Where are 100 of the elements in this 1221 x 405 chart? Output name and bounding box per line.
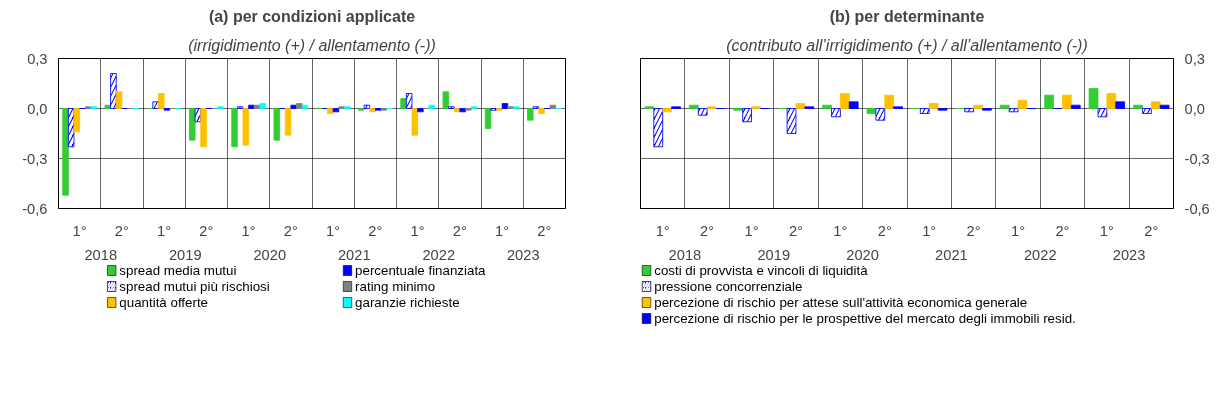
- legend-label: percentuale finanziata: [355, 263, 487, 278]
- bar: [62, 108, 69, 196]
- text: 2021: [337, 246, 371, 263]
- bar: [839, 93, 850, 109]
- x-tick-label: 1°: [72, 222, 87, 239]
- bar: [158, 93, 165, 109]
- x-tick-label: 2°: [877, 222, 892, 239]
- bar: [999, 104, 1010, 109]
- bar: [259, 103, 266, 109]
- text: 2022: [422, 246, 456, 263]
- bar: [231, 108, 238, 148]
- x-tick-label: 2°: [199, 222, 214, 239]
- bar: [200, 108, 207, 148]
- legend-label: rating minimo: [355, 279, 436, 294]
- legend-label: spread media mutui: [119, 263, 237, 278]
- chart-subtitle: (irrigidimento (+) / allentamento (-)): [188, 36, 436, 54]
- bar: [189, 108, 196, 141]
- y-tick-label: 0,0: [1184, 100, 1205, 117]
- legend-label: garanzie richieste: [355, 295, 460, 310]
- bar: [400, 98, 407, 109]
- text: 2020: [846, 246, 879, 263]
- x-tick-label: 1°: [326, 222, 341, 239]
- x-tick-label: 1°: [655, 222, 670, 239]
- bar: [1017, 99, 1028, 109]
- bar: [527, 108, 534, 121]
- bar: [484, 108, 492, 129]
- x-tick-label: 1°: [1099, 222, 1114, 239]
- bar: [884, 94, 895, 109]
- text: 2018: [84, 246, 118, 263]
- bar: [284, 108, 292, 136]
- x-tick-label: 2°: [452, 222, 467, 239]
- bar: [1159, 104, 1170, 109]
- text: 2022: [1023, 246, 1057, 263]
- legend-label: percezione di rischio per attese sull'attività economica generale: [654, 295, 1028, 310]
- bar: [822, 104, 832, 109]
- bar: [538, 108, 545, 114]
- bar: [369, 108, 376, 113]
- text: 2018: [668, 246, 702, 263]
- bar: [1062, 94, 1072, 109]
- x-tick-label: 2°: [368, 222, 383, 239]
- bar: [848, 101, 859, 109]
- x-tick-label: 2°: [788, 222, 803, 239]
- bar: [795, 103, 806, 109]
- y-tick-label: -0,6: [22, 200, 48, 217]
- bar: [73, 108, 81, 133]
- bar: [327, 108, 334, 114]
- bar: [290, 104, 297, 109]
- x-tick-label: 2°: [537, 222, 552, 239]
- bar: [1133, 104, 1143, 109]
- bar: [332, 108, 340, 113]
- bar: [1150, 101, 1161, 109]
- text: 2019: [757, 246, 791, 263]
- chart-subtitle: (contributo all’irrigidimento (+) / all’allentamento (-)): [726, 36, 1088, 54]
- chart-title: (b) per determinante: [829, 7, 985, 25]
- bar: [1088, 88, 1099, 109]
- bar: [242, 108, 250, 146]
- bar: [104, 104, 112, 109]
- x-tick-label: 1°: [744, 222, 759, 239]
- bar: [549, 104, 557, 109]
- bar: [442, 91, 450, 109]
- x-tick-label: 1°: [1011, 222, 1026, 239]
- legend-label: costi di provvista e vincoli di liquidità: [654, 263, 869, 278]
- y-tick-label: 0,3: [1184, 50, 1205, 67]
- bar: [928, 103, 939, 109]
- x-tick-label: 1°: [410, 222, 425, 239]
- bar: [866, 108, 877, 114]
- y-tick-label: 0,3: [27, 50, 48, 67]
- text: 2019: [168, 246, 202, 263]
- y-tick-label: 0,0: [27, 100, 48, 117]
- text: 2023: [1112, 246, 1146, 263]
- x-tick-label: 2°: [114, 222, 129, 239]
- x-tick-label: 2°: [283, 222, 298, 239]
- y-tick-label: -0,3: [22, 150, 48, 167]
- bar: [501, 103, 509, 109]
- text: 2020: [253, 246, 287, 263]
- bar: [417, 108, 424, 113]
- bar: [1106, 93, 1117, 109]
- bar: [688, 104, 699, 109]
- x-tick-label: 2°: [966, 222, 981, 239]
- bar: [301, 104, 309, 109]
- bar: [248, 104, 255, 109]
- legend-label: quantità offerte: [119, 295, 209, 310]
- y-tick-label: -0,3: [1184, 150, 1210, 167]
- bar: [459, 108, 466, 113]
- bar: [428, 104, 435, 109]
- bar: [1070, 104, 1081, 109]
- chart-title: (a) per condizioni applicate: [208, 7, 416, 25]
- x-tick-label: 1°: [495, 222, 510, 239]
- x-tick-label: 2°: [1144, 222, 1159, 239]
- x-tick-label: 2°: [700, 222, 715, 239]
- bar: [973, 104, 983, 109]
- legend-label: spread mutui più rischiosi: [119, 279, 270, 294]
- text: 2021: [935, 246, 968, 263]
- y-tick-label: -0,6: [1184, 200, 1210, 217]
- bar: [115, 91, 123, 109]
- bar: [662, 108, 672, 113]
- bar: [1044, 94, 1054, 109]
- x-tick-label: 2°: [1055, 222, 1070, 239]
- bar: [411, 108, 419, 136]
- x-tick-label: 1°: [833, 222, 848, 239]
